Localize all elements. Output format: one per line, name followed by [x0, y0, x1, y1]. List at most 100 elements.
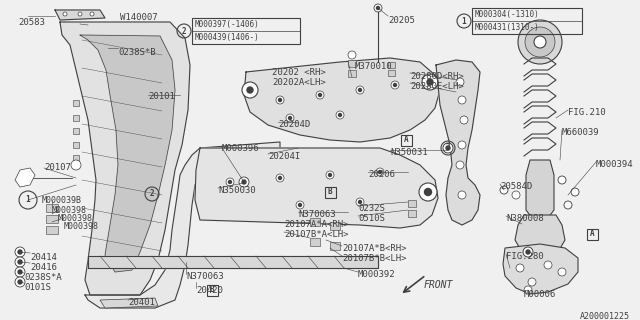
Circle shape [422, 74, 438, 90]
Bar [324, 187, 335, 197]
Polygon shape [60, 22, 190, 295]
Circle shape [286, 114, 294, 122]
Circle shape [571, 188, 579, 196]
Circle shape [276, 174, 284, 182]
Text: 20280D<RH>: 20280D<RH> [410, 72, 464, 81]
Bar [73, 100, 79, 106]
Text: M000431(1310-): M000431(1310-) [475, 23, 540, 32]
Circle shape [358, 89, 362, 92]
Circle shape [316, 91, 324, 99]
Bar [348, 70, 356, 77]
Text: 20204D: 20204D [278, 120, 310, 129]
Bar [192, 18, 300, 44]
Circle shape [524, 286, 532, 294]
Bar [586, 228, 598, 239]
Circle shape [526, 250, 530, 254]
Text: 20205: 20205 [388, 16, 415, 25]
Circle shape [512, 191, 520, 199]
Circle shape [15, 277, 25, 287]
Text: 0238S*A: 0238S*A [24, 273, 61, 282]
Circle shape [516, 264, 524, 272]
Circle shape [242, 180, 246, 184]
Polygon shape [55, 10, 105, 20]
Circle shape [458, 141, 466, 149]
Text: 20583: 20583 [18, 18, 45, 27]
Bar [207, 284, 218, 295]
Text: A200001225: A200001225 [580, 312, 630, 320]
Circle shape [298, 204, 301, 206]
Circle shape [458, 191, 466, 199]
Circle shape [419, 183, 437, 201]
Circle shape [296, 201, 304, 209]
Circle shape [326, 171, 334, 179]
Circle shape [15, 247, 25, 257]
Circle shape [239, 177, 249, 187]
Text: M000039B: M000039B [42, 196, 82, 205]
Text: 0510S: 0510S [358, 214, 385, 223]
Circle shape [558, 176, 566, 184]
Bar [388, 70, 395, 76]
Polygon shape [244, 58, 440, 142]
Circle shape [242, 82, 258, 98]
Circle shape [319, 93, 321, 97]
Bar [348, 60, 356, 67]
Circle shape [391, 81, 399, 89]
Text: 0232S: 0232S [358, 204, 385, 213]
Text: N380008: N380008 [506, 214, 543, 223]
Polygon shape [436, 60, 480, 225]
Text: 2: 2 [182, 27, 186, 36]
Text: A: A [589, 229, 595, 238]
Bar [310, 218, 320, 226]
Polygon shape [88, 256, 378, 268]
Text: 1: 1 [461, 17, 467, 26]
Bar [408, 200, 416, 207]
Circle shape [376, 6, 380, 10]
Circle shape [328, 173, 332, 177]
Bar [310, 238, 320, 246]
Text: FRONT: FRONT [424, 280, 453, 290]
Text: M000392: M000392 [358, 270, 396, 279]
Text: 1: 1 [26, 196, 30, 204]
Circle shape [247, 87, 253, 93]
Circle shape [443, 143, 453, 153]
Polygon shape [100, 298, 158, 308]
Circle shape [278, 99, 282, 101]
Circle shape [356, 198, 364, 206]
Bar [401, 134, 412, 146]
Text: 20107B*B<LH>: 20107B*B<LH> [342, 254, 406, 263]
Bar [73, 142, 79, 148]
Text: B: B [328, 188, 332, 196]
Circle shape [71, 160, 81, 170]
Text: 20202A<LH>: 20202A<LH> [272, 78, 326, 87]
Circle shape [348, 51, 356, 59]
Text: M000398: M000398 [52, 206, 87, 215]
Circle shape [339, 114, 342, 116]
Polygon shape [15, 168, 35, 187]
Circle shape [544, 261, 552, 269]
Bar [408, 210, 416, 217]
Circle shape [564, 201, 572, 209]
Text: N370063: N370063 [298, 210, 335, 219]
Text: B: B [210, 285, 214, 294]
Polygon shape [195, 148, 438, 228]
Text: M000398: M000398 [64, 222, 99, 231]
Polygon shape [503, 244, 578, 294]
Text: 20584D: 20584D [500, 182, 532, 191]
Polygon shape [80, 35, 175, 272]
Circle shape [500, 186, 508, 194]
Circle shape [358, 201, 362, 204]
Text: 20206: 20206 [368, 170, 395, 179]
Circle shape [458, 96, 466, 104]
Bar [73, 128, 79, 134]
Text: M000439(1406-): M000439(1406-) [195, 33, 260, 42]
Circle shape [226, 178, 234, 186]
Bar [330, 222, 340, 230]
Bar [73, 115, 79, 121]
Circle shape [90, 12, 94, 16]
Circle shape [18, 260, 22, 264]
Bar [46, 226, 58, 234]
Text: FIG.280: FIG.280 [506, 252, 543, 261]
Text: 20401: 20401 [128, 298, 155, 307]
Circle shape [525, 27, 555, 57]
Circle shape [456, 161, 464, 169]
